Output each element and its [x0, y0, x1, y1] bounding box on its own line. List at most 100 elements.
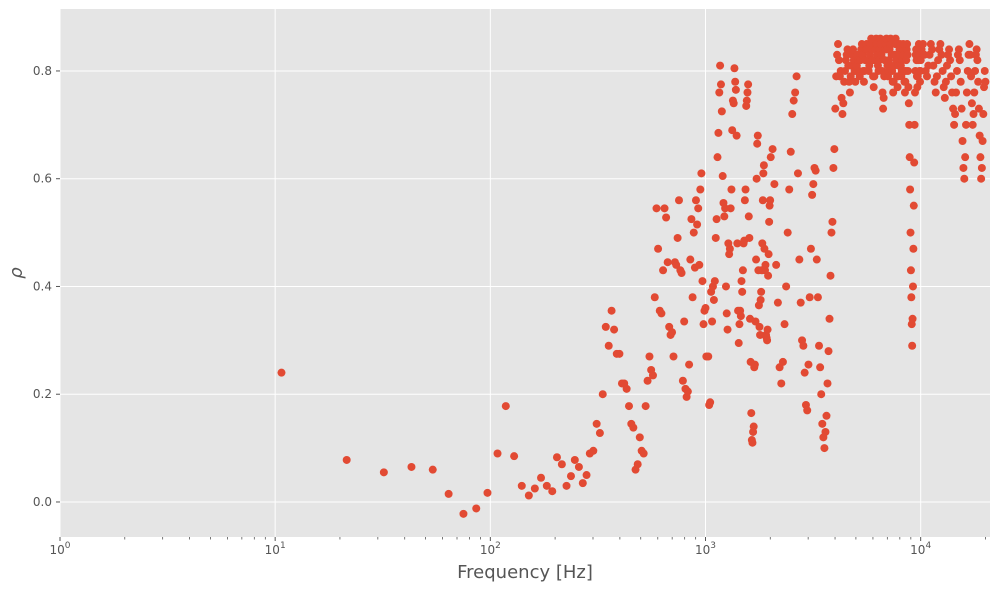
data-point: [940, 93, 949, 102]
x-tick-base: 10: [910, 543, 925, 557]
data-point: [763, 336, 772, 345]
data-point: [718, 172, 727, 181]
data-point: [879, 93, 888, 102]
data-point: [951, 110, 960, 119]
data-point: [711, 233, 720, 242]
data-point: [654, 244, 663, 253]
x-tick-exponent: 1: [280, 541, 286, 551]
data-point: [783, 228, 792, 237]
data-point: [652, 204, 661, 213]
data-point: [686, 255, 695, 264]
data-point: [908, 314, 917, 323]
data-point: [752, 255, 761, 264]
data-point: [870, 72, 879, 81]
data-point: [910, 158, 919, 167]
data-point: [731, 77, 740, 86]
data-point: [780, 320, 789, 329]
data-point: [709, 295, 718, 304]
data-point: [908, 341, 917, 350]
data-point: [734, 339, 743, 348]
data-point: [643, 376, 652, 385]
data-point: [750, 360, 759, 369]
data-point: [907, 293, 916, 302]
data-point: [946, 56, 955, 65]
data-point: [459, 509, 468, 518]
data-point: [812, 255, 821, 264]
data-point: [796, 298, 805, 307]
data-point: [978, 137, 987, 145]
data-point: [720, 212, 729, 221]
data-point: [958, 137, 967, 145]
y-tick-label: 0.8: [33, 64, 52, 78]
data-point: [483, 488, 492, 497]
data-point: [493, 449, 502, 458]
x-tick-label: 104: [910, 541, 931, 557]
data-point: [929, 61, 938, 70]
data-point: [624, 402, 633, 411]
data-point: [777, 379, 786, 388]
data-point: [979, 110, 988, 119]
data-point: [744, 212, 753, 221]
data-point: [741, 185, 750, 194]
data-point: [752, 174, 761, 183]
data-point: [952, 66, 961, 75]
data-point: [747, 409, 756, 418]
data-point: [726, 204, 735, 213]
data-point: [685, 360, 694, 369]
grid-lines: [59, 9, 990, 537]
data-point: [708, 317, 717, 326]
data-point: [966, 50, 975, 59]
data-point: [668, 328, 677, 337]
data-point: [735, 320, 744, 329]
data-point: [971, 66, 980, 75]
data-point: [799, 341, 808, 350]
data-point: [908, 282, 917, 291]
data-point: [701, 304, 710, 313]
data-point: [721, 282, 730, 291]
data-point: [472, 504, 481, 513]
x-tick-exponent: 4: [925, 541, 931, 551]
data-point: [566, 472, 575, 481]
data-point: [689, 228, 698, 237]
data-point: [952, 88, 961, 97]
data-point: [909, 201, 918, 210]
data-point: [834, 40, 843, 49]
data-point: [732, 131, 741, 140]
data-point: [756, 330, 765, 339]
data-point: [755, 322, 764, 331]
data-point: [428, 465, 437, 474]
data-point: [980, 66, 989, 75]
data-point: [548, 487, 557, 496]
data-point: [749, 422, 758, 431]
data-point: [691, 196, 700, 205]
data-point: [663, 258, 672, 267]
data-point: [906, 266, 915, 275]
data-point: [906, 228, 915, 237]
x-tick-exponent: 2: [495, 541, 501, 551]
data-point: [849, 45, 858, 54]
x-tick-base: 10: [695, 543, 710, 557]
data-point: [761, 260, 770, 269]
x-tick-base: 10: [480, 543, 495, 557]
x-tick-exponent: 0: [65, 541, 71, 551]
data-point: [766, 196, 775, 205]
data-point: [961, 153, 970, 162]
data-point: [716, 80, 725, 89]
data-point: [763, 325, 772, 334]
data-point: [821, 427, 830, 436]
data-point: [828, 217, 837, 226]
data-point: [706, 398, 715, 407]
data-point: [552, 453, 561, 462]
x-axis-label: Frequency [Hz]: [457, 562, 593, 583]
data-point: [736, 312, 745, 321]
y-tick-label: 0.6: [33, 172, 52, 186]
data-point: [768, 145, 777, 154]
data-point: [641, 402, 650, 411]
data-point: [622, 384, 631, 393]
data-point: [800, 368, 809, 377]
data-point: [959, 163, 968, 172]
data-point: [795, 255, 804, 264]
data-point: [816, 363, 825, 372]
data-point: [697, 169, 706, 178]
data-point: [786, 147, 795, 156]
